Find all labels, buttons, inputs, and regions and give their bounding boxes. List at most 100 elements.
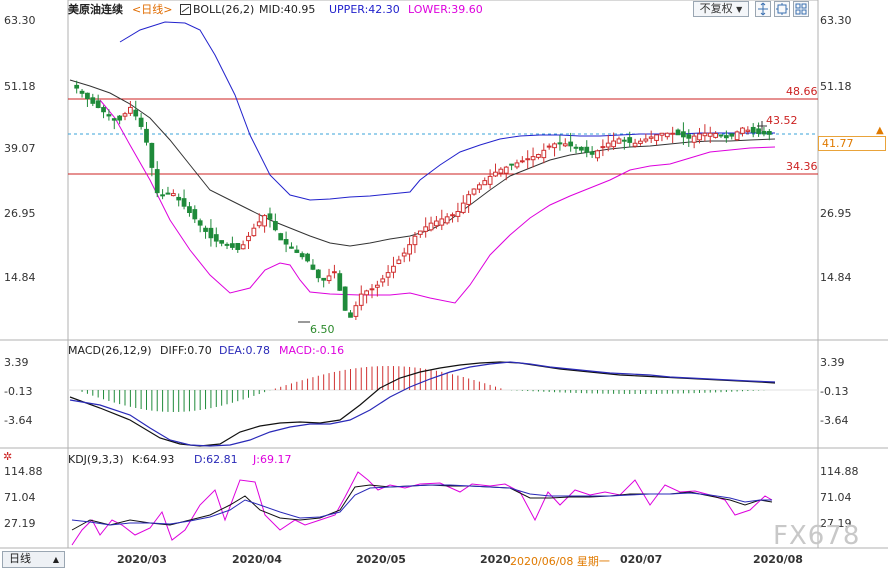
- candle-body: [385, 272, 391, 278]
- candle-body: [546, 145, 552, 148]
- candle-body: [160, 194, 165, 197]
- candle-body: [643, 138, 649, 142]
- candle-body: [401, 252, 407, 257]
- candle-body: [638, 140, 643, 144]
- candle-body: [369, 288, 375, 291]
- candle-body: [450, 214, 455, 217]
- price-axis-left-1: 63.30: [4, 14, 36, 27]
- candle-body: [466, 194, 472, 205]
- candle-body: [525, 158, 531, 161]
- candle-body: [187, 206, 192, 214]
- candle-body: [85, 92, 90, 100]
- kdj-j-value: J:69.17: [253, 453, 292, 466]
- candle-body: [240, 244, 246, 250]
- recent-high-value: 43.52: [766, 114, 798, 127]
- candle-body: [380, 278, 386, 283]
- candle-body: [230, 243, 235, 248]
- candle-body: [552, 143, 557, 149]
- candle-body: [713, 132, 719, 138]
- candle-body: [101, 107, 106, 113]
- candle-body: [702, 132, 708, 137]
- candle-body: [434, 220, 439, 227]
- crosshair-icon[interactable]: ✲: [3, 450, 13, 463]
- watermark-text: FX678: [773, 521, 861, 551]
- candle-body: [310, 264, 316, 270]
- candle-body: [353, 305, 359, 317]
- candle-body: [337, 273, 343, 291]
- candle-body: [664, 132, 670, 138]
- price-axis-right-1: 63.30: [820, 14, 852, 27]
- candle-body: [364, 290, 370, 296]
- candle-body: [595, 150, 600, 159]
- candle-body: [654, 134, 659, 141]
- candle-body: [707, 132, 713, 137]
- macd-value: MACD:-0.16: [279, 344, 345, 357]
- candle-body: [734, 131, 740, 141]
- candle-body: [235, 242, 241, 250]
- candle-body: [197, 220, 203, 226]
- candle-body: [95, 100, 101, 109]
- candle-body: [138, 117, 144, 127]
- x-label-jul: 020/07: [620, 553, 663, 566]
- kdj-d-value: D:62.81: [194, 453, 238, 466]
- restore-dropdown[interactable]: 不复权 ▼: [693, 1, 749, 17]
- period-label: <日线>: [132, 3, 173, 16]
- macd-axis-right-2: -0.13: [820, 385, 849, 398]
- triangle-up-icon: ▲: [52, 555, 59, 564]
- candle-body: [670, 132, 676, 135]
- candle-body: [584, 146, 590, 153]
- macd-axis-right-1: 3.39: [820, 356, 845, 369]
- macd-label: MACD(26,12,9): [68, 344, 152, 357]
- x-label-may: 2020/05: [356, 553, 406, 566]
- candle-body: [514, 162, 520, 168]
- candle-body: [498, 168, 504, 174]
- period-selector-button[interactable]: 日线 ▲: [2, 551, 65, 568]
- grid-layout-icon[interactable]: [793, 1, 809, 17]
- candle-body: [482, 180, 488, 186]
- candle-body: [262, 215, 267, 227]
- candle-body: [321, 277, 327, 281]
- candle-body: [648, 136, 654, 139]
- candle-body: [208, 227, 214, 239]
- zoom-in-icon[interactable]: [755, 1, 771, 17]
- kdj-axis-right-1: 114.88: [820, 465, 859, 478]
- x-label-mar: 2020/03: [117, 553, 167, 566]
- candle-body: [439, 218, 445, 226]
- candle-body: [127, 106, 133, 114]
- candle-body: [621, 139, 627, 142]
- candle-body: [407, 244, 412, 255]
- candle-body: [729, 133, 735, 137]
- candle-body: [444, 216, 450, 224]
- price-panel-frame: [67, 0, 819, 341]
- candle-body: [111, 118, 117, 121]
- candle-body: [144, 128, 149, 143]
- crosshair-date: 2020/06/08 星期一: [510, 555, 610, 568]
- candle-body: [326, 275, 332, 282]
- candle-body: [573, 146, 579, 149]
- kdj-axis-left-1: 114.88: [4, 465, 43, 478]
- candle-body: [761, 130, 767, 135]
- period-low-value: 6.50: [310, 323, 335, 336]
- candle-body: [176, 196, 182, 201]
- fit-screen-icon[interactable]: [774, 1, 790, 17]
- candle-body: [579, 146, 584, 151]
- macd-axis-right-3: -3.64: [820, 414, 849, 427]
- candle-body: [659, 132, 665, 136]
- price-axis-left-4: 26.95: [4, 207, 36, 220]
- candle-body: [605, 142, 611, 148]
- boll-indicator-icon[interactable]: [180, 3, 191, 17]
- candle-body: [106, 114, 112, 117]
- restore-dropdown-label: 不复权: [699, 2, 733, 15]
- candle-body: [471, 188, 477, 195]
- candle-body: [600, 146, 606, 149]
- candle-body: [745, 129, 751, 132]
- candle-body: [611, 140, 616, 148]
- candle-body: [192, 209, 198, 220]
- candle-body: [358, 293, 364, 306]
- price-axis-right-4: 26.95: [820, 207, 852, 220]
- candle-body: [315, 269, 321, 279]
- period-selector-label: 日线: [9, 552, 31, 565]
- candle-body: [74, 84, 80, 89]
- candle-body: [766, 130, 772, 135]
